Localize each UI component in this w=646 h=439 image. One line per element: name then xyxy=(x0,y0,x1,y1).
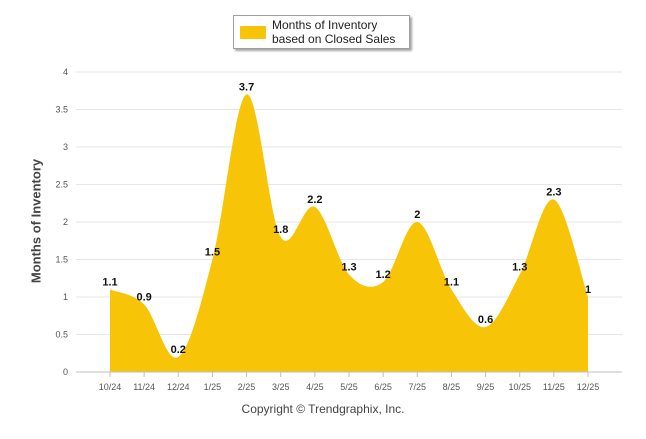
data-label: 1.8 xyxy=(273,224,288,236)
x-tick-label: 12/24 xyxy=(167,382,190,392)
x-tick-label: 11/24 xyxy=(133,382,155,392)
y-tick-label: 3.5 xyxy=(55,105,68,115)
data-label: 2 xyxy=(414,209,420,221)
x-tick-label: 5/25 xyxy=(340,382,358,392)
y-axis-title: Months of Inventory xyxy=(29,159,44,283)
x-tick-label: 4/25 xyxy=(306,382,324,392)
legend-label: Months of Inventory based on Closed Sale… xyxy=(272,18,408,46)
data-label: 3.7 xyxy=(239,82,254,94)
y-tick-label: 3 xyxy=(63,142,68,152)
x-tick-label: 7/25 xyxy=(409,382,427,392)
area-series xyxy=(110,94,588,372)
x-tick-label: 10/24 xyxy=(99,382,122,392)
x-tick-label: 10/25 xyxy=(508,382,531,392)
y-tick-label: 0.5 xyxy=(55,330,68,340)
data-label: 1.3 xyxy=(512,262,527,274)
x-tick-label: 2/25 xyxy=(238,382,256,392)
y-tick-label: 1.5 xyxy=(55,255,68,265)
data-label: 0.6 xyxy=(478,314,493,326)
copyright-text: Copyright © Trendgraphix, Inc. xyxy=(0,402,646,416)
legend: Months of Inventory based on Closed Sale… xyxy=(233,15,410,49)
data-label: 0.2 xyxy=(171,344,186,356)
data-label: 1.1 xyxy=(444,277,459,289)
data-label: 1 xyxy=(585,284,591,296)
data-label: 2.3 xyxy=(546,187,561,199)
x-tick-label: 8/25 xyxy=(443,382,461,392)
data-label: 1.3 xyxy=(341,262,356,274)
y-tick-label: 4 xyxy=(63,67,68,77)
x-tick-label: 11/25 xyxy=(543,382,565,392)
data-label: 1.5 xyxy=(205,247,220,259)
x-tick-label: 6/25 xyxy=(374,382,392,392)
data-label: 2.2 xyxy=(307,194,322,206)
x-tick-label: 12/25 xyxy=(577,382,600,392)
x-tick-label: 3/25 xyxy=(272,382,290,392)
data-label: 1.1 xyxy=(102,277,117,289)
data-label: 1.2 xyxy=(375,269,390,281)
x-tick-label: 1/25 xyxy=(204,382,222,392)
x-tick-label: 9/25 xyxy=(477,382,495,392)
y-tick-label: 0 xyxy=(63,367,68,377)
data-label: 0.9 xyxy=(136,292,151,304)
y-tick-label: 2 xyxy=(63,217,68,227)
y-tick-label: 1 xyxy=(63,292,68,302)
y-tick-label: 2.5 xyxy=(55,180,68,190)
legend-swatch xyxy=(240,26,266,39)
